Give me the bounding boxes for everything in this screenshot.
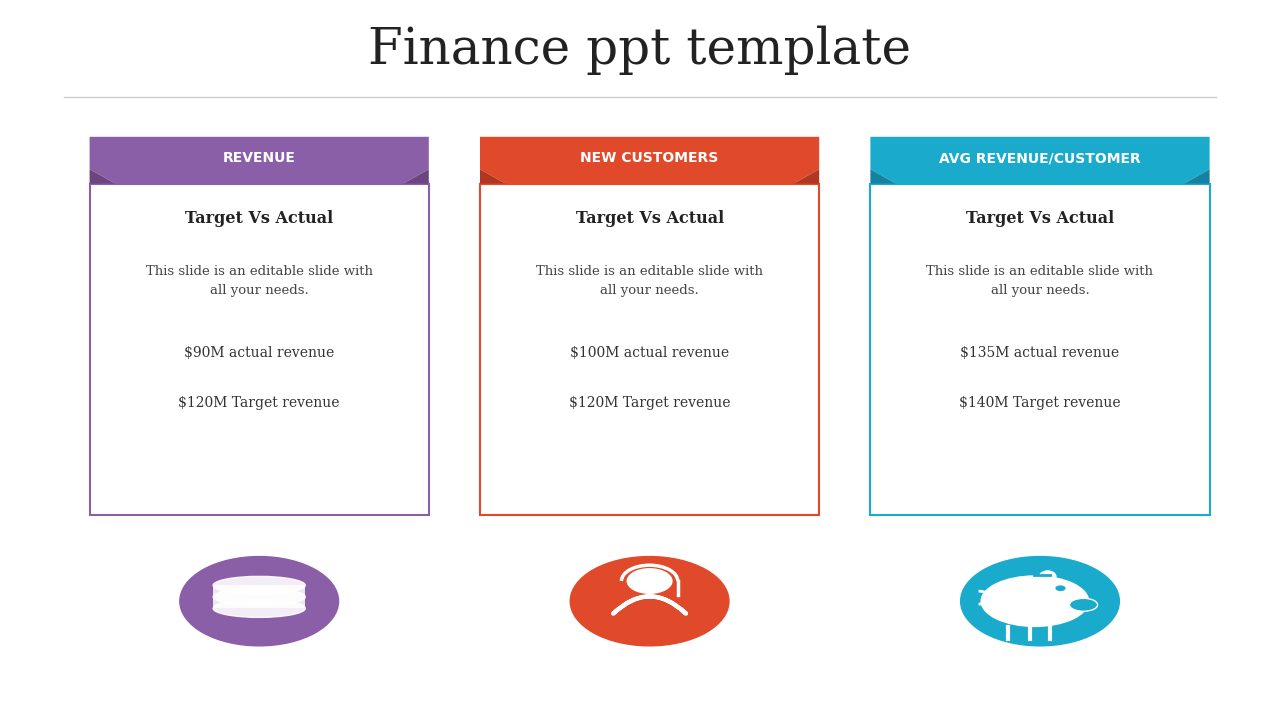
FancyBboxPatch shape bbox=[480, 184, 819, 515]
Text: $90M actual revenue: $90M actual revenue bbox=[184, 346, 334, 360]
Text: This slide is an editable slide with
all your needs.: This slide is an editable slide with all… bbox=[927, 265, 1153, 297]
Text: REVENUE: REVENUE bbox=[223, 151, 296, 165]
Text: Target Vs Actual: Target Vs Actual bbox=[966, 210, 1114, 227]
Polygon shape bbox=[1184, 169, 1210, 184]
Text: $140M Target revenue: $140M Target revenue bbox=[959, 396, 1121, 410]
Circle shape bbox=[627, 568, 673, 594]
Ellipse shape bbox=[980, 575, 1089, 627]
Text: This slide is an editable slide with
all your needs.: This slide is an editable slide with all… bbox=[536, 265, 763, 297]
Text: This slide is an editable slide with
all your needs.: This slide is an editable slide with all… bbox=[146, 265, 372, 297]
Polygon shape bbox=[794, 169, 819, 184]
FancyBboxPatch shape bbox=[212, 585, 305, 597]
Text: AVG REVENUE/CUSTOMER: AVG REVENUE/CUSTOMER bbox=[940, 151, 1140, 165]
Polygon shape bbox=[403, 169, 429, 184]
Polygon shape bbox=[870, 169, 896, 184]
Circle shape bbox=[180, 557, 339, 646]
Polygon shape bbox=[870, 137, 1210, 184]
Polygon shape bbox=[90, 137, 429, 184]
FancyBboxPatch shape bbox=[212, 597, 305, 608]
Ellipse shape bbox=[1039, 570, 1057, 583]
Ellipse shape bbox=[214, 599, 306, 618]
Polygon shape bbox=[480, 137, 819, 184]
Ellipse shape bbox=[1070, 598, 1097, 611]
Text: $120M Target revenue: $120M Target revenue bbox=[568, 396, 731, 410]
Ellipse shape bbox=[214, 588, 306, 606]
Circle shape bbox=[571, 557, 730, 646]
Text: Target Vs Actual: Target Vs Actual bbox=[186, 210, 333, 227]
Text: NEW CUSTOMERS: NEW CUSTOMERS bbox=[580, 151, 719, 165]
Text: $120M Target revenue: $120M Target revenue bbox=[178, 396, 340, 410]
FancyArrowPatch shape bbox=[613, 596, 686, 613]
Text: $100M actual revenue: $100M actual revenue bbox=[570, 346, 730, 360]
Polygon shape bbox=[480, 169, 506, 184]
Ellipse shape bbox=[214, 576, 306, 595]
FancyBboxPatch shape bbox=[870, 184, 1210, 515]
Circle shape bbox=[1056, 585, 1065, 591]
Polygon shape bbox=[90, 169, 115, 184]
Text: Finance ppt template: Finance ppt template bbox=[369, 26, 911, 75]
FancyBboxPatch shape bbox=[90, 184, 429, 515]
Text: $135M actual revenue: $135M actual revenue bbox=[960, 346, 1120, 360]
Circle shape bbox=[960, 557, 1119, 646]
Text: Target Vs Actual: Target Vs Actual bbox=[576, 210, 723, 227]
